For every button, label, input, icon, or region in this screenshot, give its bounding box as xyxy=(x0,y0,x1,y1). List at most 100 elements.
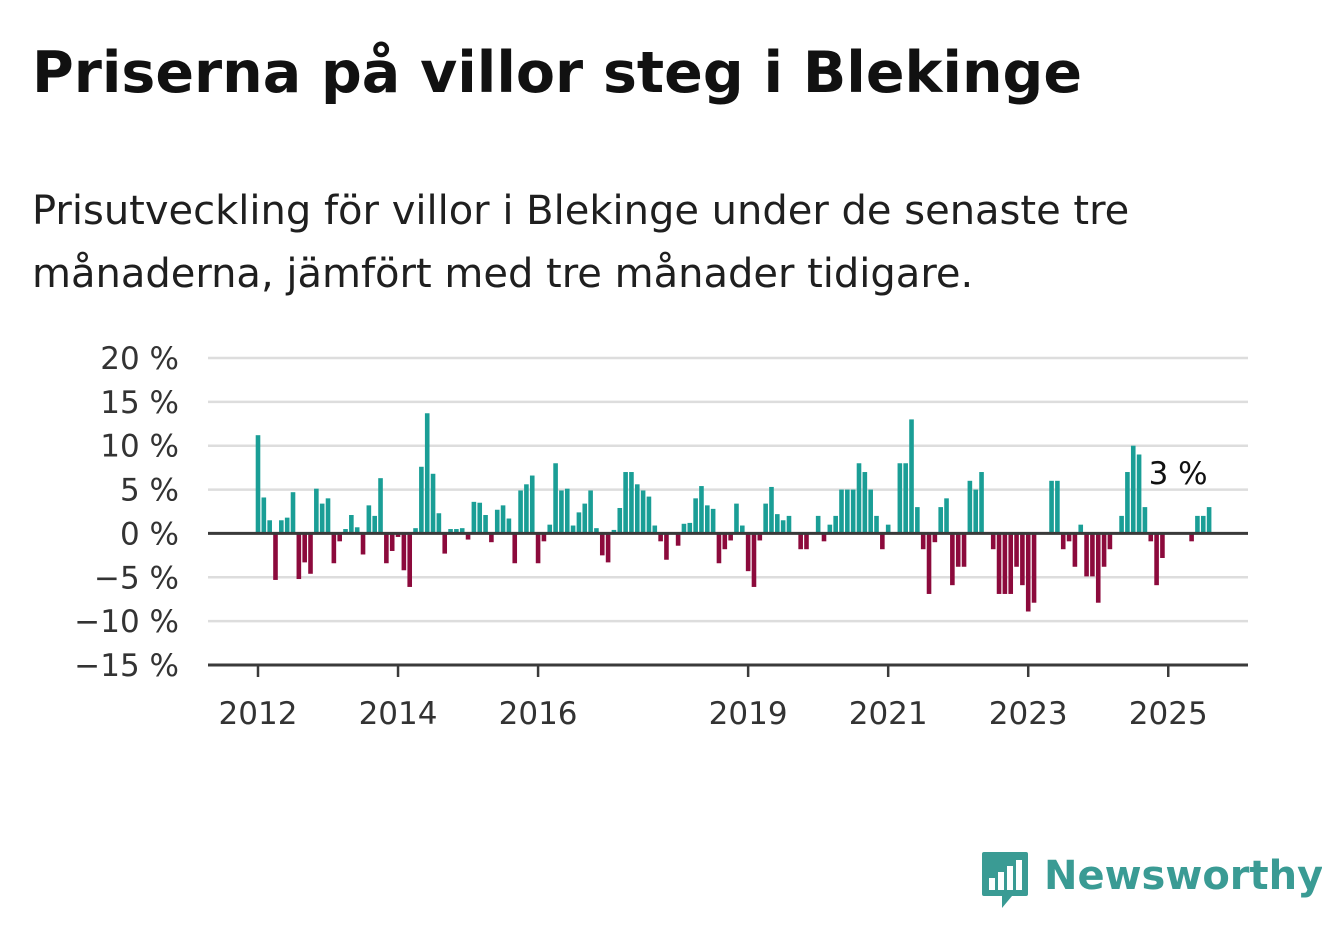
bar xyxy=(1101,533,1107,567)
bar xyxy=(279,520,284,534)
bar xyxy=(261,497,267,534)
bar xyxy=(897,463,903,534)
x-tick-label: 2023 xyxy=(989,696,1068,732)
bar xyxy=(979,472,984,534)
bar xyxy=(646,496,652,534)
bar xyxy=(1066,533,1072,542)
bar xyxy=(448,529,453,534)
bar xyxy=(1049,480,1054,534)
bar xyxy=(675,533,681,546)
bar xyxy=(576,512,582,534)
bars xyxy=(255,413,1212,612)
bar xyxy=(920,533,926,550)
bar xyxy=(996,533,1002,594)
last-value-label: 3 % xyxy=(1149,456,1208,492)
x-tick-label: 2014 xyxy=(359,696,438,732)
bar xyxy=(1200,515,1206,534)
bar xyxy=(1008,533,1014,594)
bar xyxy=(687,522,693,534)
bar xyxy=(389,533,395,551)
bar xyxy=(967,480,973,534)
bar xyxy=(1095,533,1101,603)
bar xyxy=(319,503,325,534)
chart-title: Priserna på villor steg i Blekinge xyxy=(32,40,1082,106)
bar xyxy=(395,533,401,537)
bar xyxy=(442,533,448,554)
bar xyxy=(331,533,337,564)
bar xyxy=(681,523,687,534)
bar xyxy=(815,515,821,534)
bar xyxy=(524,484,529,534)
bar xyxy=(308,533,313,574)
bar xyxy=(1189,533,1194,542)
bar xyxy=(874,515,879,534)
bar xyxy=(483,515,488,534)
bar xyxy=(885,524,891,534)
bar xyxy=(436,513,442,534)
bar xyxy=(1055,480,1060,534)
bar xyxy=(880,533,885,550)
bar xyxy=(652,525,658,534)
bar xyxy=(564,488,570,534)
bar xyxy=(1206,507,1212,534)
bar xyxy=(658,533,663,542)
bar xyxy=(961,533,967,567)
bar xyxy=(471,501,477,534)
bar xyxy=(763,503,768,534)
bar xyxy=(932,533,938,543)
bar xyxy=(582,503,588,534)
y-tick-label: 10 % xyxy=(100,429,179,465)
bar xyxy=(798,533,803,550)
newsworthy-logo-icon xyxy=(982,852,1028,908)
chart-subtitle: Prisutveckling för villor i Blekinge und… xyxy=(32,188,1130,297)
bar xyxy=(594,528,599,534)
bar xyxy=(745,533,751,572)
bar xyxy=(623,472,628,534)
bar xyxy=(378,478,383,534)
bar xyxy=(938,507,943,534)
bar xyxy=(611,529,617,534)
y-tick-label: 0 % xyxy=(120,516,179,552)
bar xyxy=(384,533,389,564)
bar xyxy=(541,533,547,542)
bar xyxy=(1154,533,1159,586)
bar xyxy=(255,435,261,534)
y-tick-label: 20 % xyxy=(100,341,179,377)
bar xyxy=(413,528,418,534)
bar xyxy=(1002,533,1008,594)
bar xyxy=(512,533,518,564)
bar xyxy=(634,484,640,534)
bar xyxy=(424,413,430,534)
bar xyxy=(1014,533,1019,567)
bar xyxy=(518,490,523,534)
bar xyxy=(296,533,302,580)
bar xyxy=(944,498,949,534)
bar xyxy=(716,533,722,564)
bar xyxy=(1142,507,1148,534)
bar xyxy=(903,463,908,534)
bar xyxy=(419,466,424,534)
bar xyxy=(494,509,500,534)
bar xyxy=(833,515,838,534)
bar xyxy=(862,472,868,534)
bar xyxy=(535,533,541,564)
bar xyxy=(950,533,955,586)
bar xyxy=(588,490,593,534)
bar xyxy=(1107,533,1113,550)
y-tick-label: −10 % xyxy=(74,604,179,640)
bar xyxy=(926,533,932,594)
bar xyxy=(529,475,535,534)
y-axis-ticks: 20 % 15 % 10 % 5 % 0 % −5 % −10 % −15 % xyxy=(74,341,179,684)
bar xyxy=(547,524,553,534)
y-tick-label: −5 % xyxy=(94,560,179,596)
y-tick-label: 15 % xyxy=(100,385,179,421)
bar xyxy=(1119,515,1124,534)
bar xyxy=(786,515,792,534)
bar xyxy=(693,498,698,534)
bar xyxy=(553,463,558,534)
bar xyxy=(973,489,979,534)
bar xyxy=(1060,533,1066,550)
bar xyxy=(401,533,407,571)
bar xyxy=(454,529,459,534)
bar xyxy=(1072,533,1078,567)
